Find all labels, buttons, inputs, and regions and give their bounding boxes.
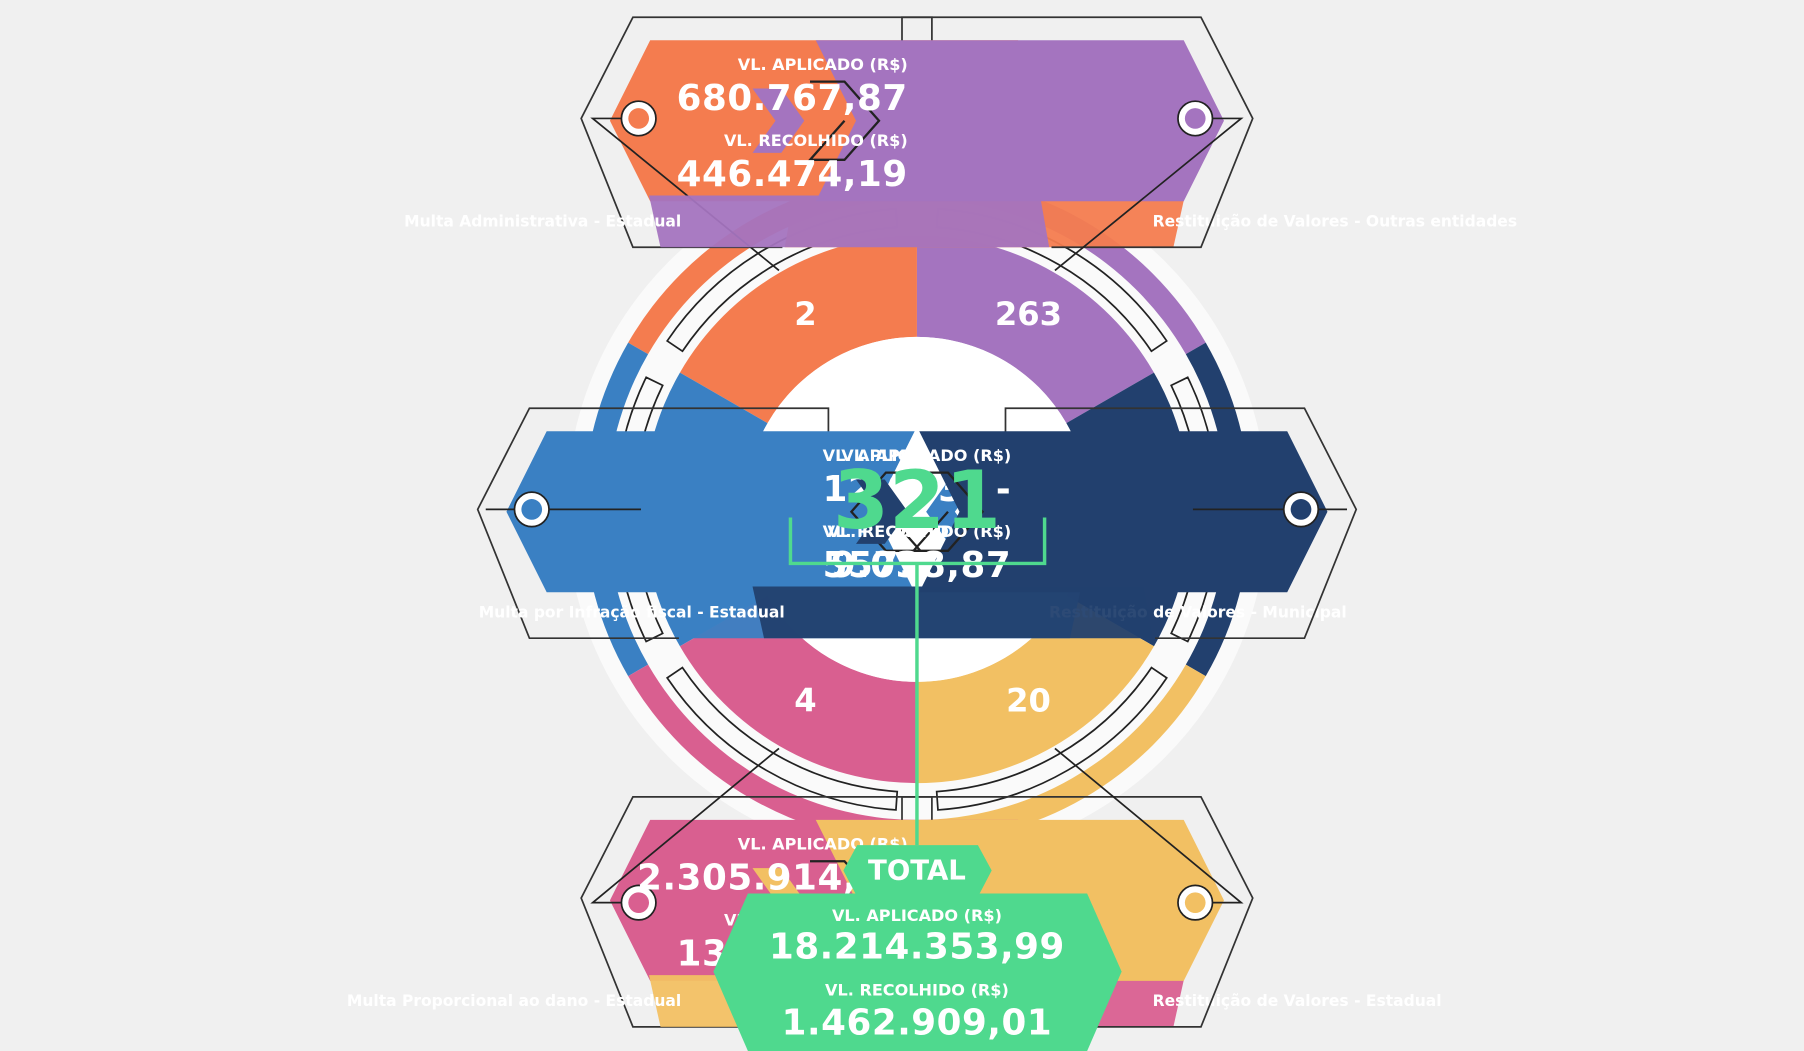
sector-frame <box>665 666 899 811</box>
category-name: Multa por Infração fiscal - Estadual <box>479 603 785 621</box>
total-collected: 1.462.909,01 <box>782 1003 1053 1044</box>
sector <box>679 235 917 424</box>
sector-count: 4 <box>794 682 816 720</box>
collected-label: VL. RECOLHIDO (R$) <box>724 131 908 150</box>
category-name: Multa Administrativa - Estadual <box>404 212 681 230</box>
name-tab <box>649 195 1050 248</box>
applied-value: - <box>996 469 1011 510</box>
sector <box>679 595 917 784</box>
box-outline <box>901 16 1254 249</box>
total-tab <box>843 845 992 897</box>
node-dot <box>1290 499 1312 520</box>
total-count: 321 <box>833 453 1001 547</box>
category-name: Multa Proporcional ao dano - Estadual <box>347 992 681 1010</box>
box-outline <box>580 796 933 1028</box>
node-dot <box>521 499 543 520</box>
applied-label: VL. APLICADO (R$) <box>738 55 908 74</box>
box-outline <box>476 407 830 640</box>
total-label: TOTAL <box>868 854 966 887</box>
value-box <box>815 40 1224 202</box>
collected-label: VL. RECOLHIDO (R$) <box>827 522 1011 541</box>
applied-label: VL. APLICADO (R$) <box>841 446 1011 465</box>
total-box <box>713 893 1122 1051</box>
box-outline <box>1004 407 1358 640</box>
outer-arc <box>583 342 649 677</box>
box-outline <box>580 16 933 249</box>
collected-value: 446.474,19 <box>677 154 908 195</box>
value-box <box>919 431 1328 593</box>
box-outline <box>901 796 1254 1028</box>
node-dot <box>628 892 650 914</box>
sector-count: 263 <box>995 295 1062 333</box>
sector-frame <box>935 666 1168 811</box>
chevron <box>856 479 908 544</box>
collected-value: 9.038,87 <box>831 545 1011 586</box>
chevron-outline <box>807 80 881 161</box>
outer-arc <box>1185 342 1251 677</box>
sector <box>916 235 1154 424</box>
total-applied-label: VL. APLICADO (R$) <box>832 906 1002 925</box>
total-applied: 18.214.353,99 <box>769 927 1065 968</box>
chevron-outline <box>910 471 985 552</box>
node-dot <box>628 108 650 129</box>
category-name: Restituição de Valores - Estadual <box>1153 992 1442 1010</box>
value-box <box>506 431 915 593</box>
category-name: Restituição de Valores - Outras entidade… <box>1153 212 1517 230</box>
total-collected-label: VL. RECOLHIDO (R$) <box>825 981 1009 1000</box>
sector-count: 20 <box>1006 682 1051 720</box>
chevron <box>752 88 805 153</box>
sector <box>916 595 1154 784</box>
applied-value: 680.767,87 <box>677 78 908 119</box>
node-dot <box>1184 892 1206 914</box>
name-tab <box>752 586 1153 639</box>
sector-count: 2 <box>794 295 816 333</box>
node-dot <box>1184 108 1206 129</box>
